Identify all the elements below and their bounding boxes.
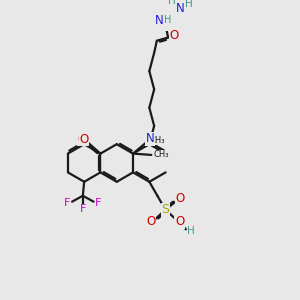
Text: N: N [176, 2, 184, 15]
Text: N: N [154, 14, 164, 27]
Text: O: O [80, 133, 89, 146]
Text: F: F [95, 198, 102, 208]
Text: F: F [64, 198, 70, 208]
Text: O: O [175, 215, 184, 228]
Text: S: S [161, 203, 169, 216]
Text: H: H [164, 15, 171, 25]
Text: O: O [169, 29, 179, 42]
Text: O: O [146, 215, 156, 228]
Text: H: H [187, 226, 195, 236]
Text: CH₃: CH₃ [149, 136, 165, 145]
Text: F: F [80, 204, 86, 214]
Text: O: O [176, 192, 185, 205]
Text: N: N [146, 132, 154, 145]
Text: CH₃: CH₃ [154, 150, 170, 159]
Text: H: H [168, 0, 176, 6]
Text: O: O [78, 133, 87, 146]
Text: H: H [185, 0, 193, 9]
